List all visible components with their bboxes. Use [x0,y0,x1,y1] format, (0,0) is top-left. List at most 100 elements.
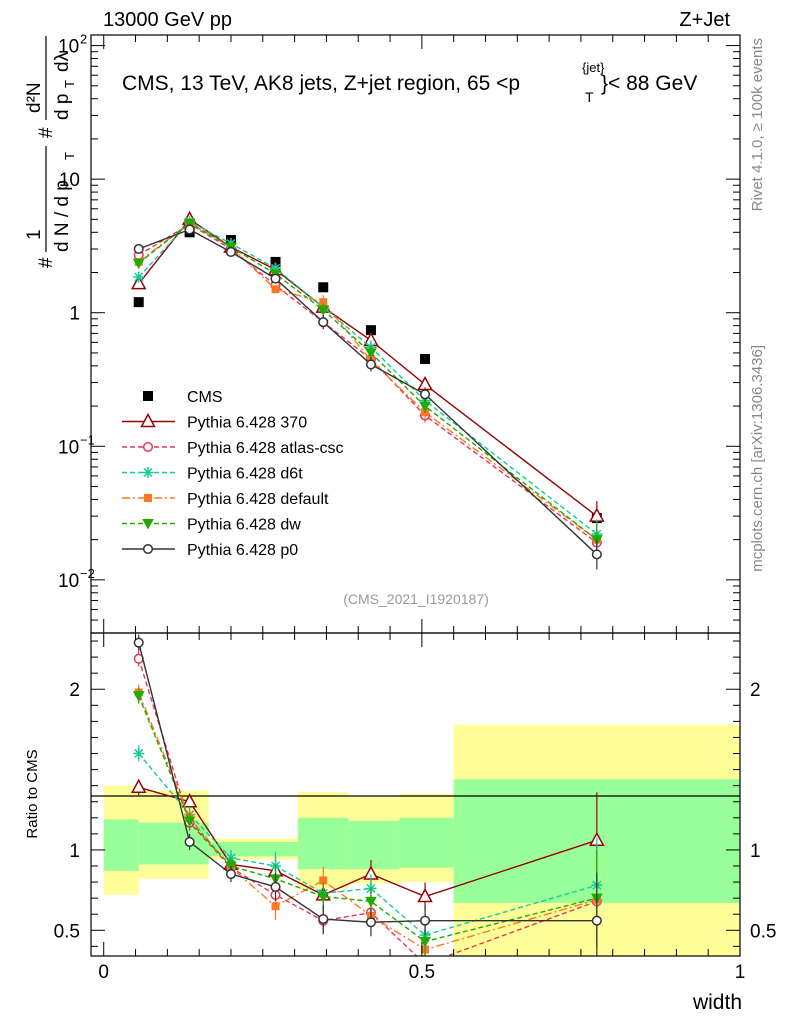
mcplots-label: mcplots.cern.ch [arXiv:1306.3436] [749,345,766,572]
series-marker-5 [317,305,330,316]
main-y-tick-label: 10 [58,437,79,458]
ratio-series-line-3 [138,692,598,951]
header-right: Z+Jet [679,9,730,31]
ratio-series-layer [130,634,605,956]
ratio-y-tick-label-right: 0.5 [750,921,776,942]
main-y-tick-label: 10 [58,37,79,58]
ratio-series-line-2 [138,753,598,936]
cms-data-point [365,325,376,336]
series-marker-4 [271,285,280,294]
ratio-series-marker-3 [271,902,280,911]
cms-data-point [420,354,431,365]
main-y-tick-exponent: −1 [80,432,95,447]
series-marker-6 [419,389,431,400]
ratio-series-marker-5 [133,637,144,648]
series-line-3 [138,220,598,535]
legend-label: Pythia 6.428 dw [187,517,301,534]
main-y-tick-label: 10 [59,170,80,191]
series-marker-5 [183,218,196,229]
legend-marker [142,467,154,478]
series-line-4 [138,222,598,541]
series-marker-6 [225,246,237,258]
ratio-x-tick-label: 0 [98,962,109,983]
x-axis-label: width [692,991,742,1014]
ratio-y-tick-label: 0.5 [54,921,80,942]
main-y-tick-label: 1 [69,304,80,325]
series-marker-6 [270,273,281,284]
legend-marker [143,391,153,401]
chart-title-subscript: T [585,89,594,105]
ylabel-hash-1: # [36,257,57,268]
series-marker-6 [591,549,602,560]
ratio-series-marker-5 [591,915,602,926]
ratio-series-marker-4 [317,892,330,903]
series-line-6 [138,228,598,555]
main-y-tick-label: 10 [58,571,79,592]
series-marker-6 [133,243,144,255]
legend-label: Pythia 6.428 p0 [187,542,298,559]
ratio-y-axis-label: Ratio to CMS [24,749,41,838]
legend-marker [144,494,152,502]
ylabel-one: 1 [24,229,45,240]
ratio-series-marker-5 [318,913,329,925]
ylabel-t-1: T [62,152,77,160]
ratio-y-tick-label: 2 [69,680,80,701]
ylabel-d2n: d²N [24,82,45,113]
series-marker-3 [133,271,145,283]
ylabel-dpt-dlambda: d p [52,94,73,120]
ratio-plot-panel: 0.5 0.51 12 2 0 0.5 1 Ratio to CMS width [24,632,776,1014]
legend-label: Pythia 6.428 atlas-csc [187,440,344,457]
ratio-y-tick-label: 1 [69,841,80,862]
series-marker-4 [319,298,328,307]
ratio-series-marker-5 [184,836,195,847]
ratio-band-green [103,819,139,871]
ratio-y-tick-label-right: 2 [750,680,761,701]
series-marker-1 [130,275,147,290]
series-marker-5 [365,348,377,359]
legend-label: Pythia 6.428 370 [187,415,307,432]
chart-title-superscript: {jet} [582,60,605,75]
rivet-label: Rivet 4.1.0, ≥ 100k events [749,38,766,211]
header-left: 13000 GeV pp [103,9,232,31]
cms-data-point [133,297,144,308]
series-marker-6 [318,317,329,328]
legend-marker [142,519,154,530]
main-y-tick-exponent: 2 [80,32,87,47]
ratio-series-marker-4 [183,816,196,828]
legend: CMS Pythia 6.428 370 Pythia 6.428 atlas-cs… [122,389,344,559]
legend-marker [140,412,156,428]
ratio-series-line-4 [138,695,598,943]
ratio-series-marker-0 [417,887,433,903]
series-marker-3 [270,262,282,274]
ratio-band-green [399,817,454,868]
series-marker-6 [184,224,195,235]
main-y-tick-exponent: −2 [80,566,95,581]
ratio-series-marker-5 [270,881,281,892]
cms-data-point [318,282,329,293]
series-line-5 [138,222,598,541]
ratio-band-green [297,817,349,870]
analysis-watermark: (CMS_2021_I1920187) [343,591,489,607]
ratio-series-marker-5 [225,868,237,880]
ratio-y-axis: 0.5 0.5 1 1 2 2 [54,640,776,947]
ylabel-hash-2: # [36,127,57,138]
ratio-series-marker-2 [133,748,145,760]
ratio-series-marker-0 [130,778,147,794]
legend-label: CMS [187,389,223,406]
ylabel-dn-dpt: d N / d p [52,180,73,252]
ratio-band-green [348,821,400,870]
chart-title: CMS, 13 TeV, AK8 jets, Z+jet region, 65 … [122,72,520,95]
legend-marker [142,441,154,453]
series-line-2 [138,223,598,544]
ratio-series-marker-5 [365,917,377,928]
series-marker-5 [132,258,145,270]
ratio-x-tick-label: 1 [735,962,746,983]
ratio-series-marker-4 [419,937,431,948]
ratio-series-marker-5 [419,915,431,926]
ratio-plot-frame [90,632,741,957]
chart-title-tail: }< 88 GeV [601,72,697,95]
legend-marker [142,543,154,555]
